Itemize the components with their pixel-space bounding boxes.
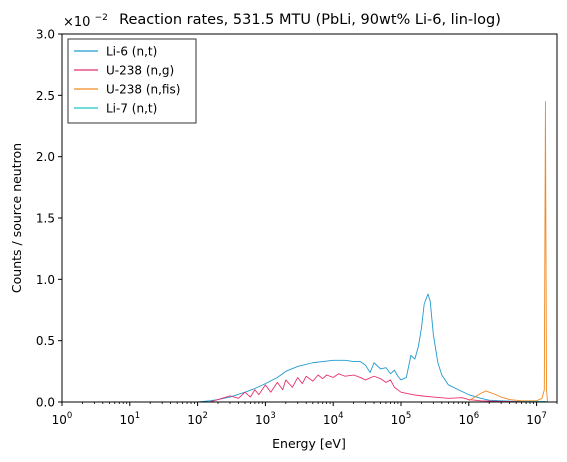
- y-multiplier-exponent: −2: [95, 13, 108, 23]
- x-tick-label-7: 107: [526, 411, 547, 427]
- x-tick-base: 10: [391, 413, 406, 427]
- legend-box: [67, 38, 197, 124]
- y-tick-label-2: 1.0: [36, 273, 55, 287]
- series-line-0: [197, 293, 547, 403]
- series-line-1: [209, 373, 537, 403]
- x-tick-base: 10: [187, 413, 202, 427]
- series-layer: [197, 101, 548, 403]
- y-multiplier-label: ×10 −2: [63, 13, 108, 30]
- x-tick-label-1: 101: [119, 411, 140, 427]
- series-line-2: [468, 101, 548, 403]
- x-tick-base: 10: [526, 413, 541, 427]
- x-tick-exponent: 4: [338, 411, 343, 421]
- x-tick-label-2: 102: [187, 411, 208, 427]
- x-tick-label-0: 100: [52, 411, 73, 427]
- y-tick-label-0: 0.0: [36, 396, 55, 410]
- y-tick-label-5: 2.5: [36, 89, 55, 103]
- x-tick-exponent: 7: [542, 411, 547, 421]
- x-tick-label-3: 103: [255, 411, 276, 427]
- x-tick-base: 10: [52, 413, 67, 427]
- y-tick-label-6: 3.0: [36, 28, 55, 42]
- y-axis: 0.0 0.5 1.0 1.5 2.0 2.5 3.0: [36, 28, 62, 410]
- x-tick-exponent: 1: [135, 411, 140, 421]
- y-tick-label-3: 1.5: [36, 212, 55, 226]
- legend-label-1: U-238 (n,g): [106, 64, 174, 78]
- x-tick-exponent: 2: [203, 411, 208, 421]
- legend-label-3: Li-7 (n,t): [106, 102, 157, 116]
- x-tick-exponent: 5: [406, 411, 411, 421]
- x-tick-base: 10: [458, 413, 473, 427]
- legend-label-0: Li-6 (n,t): [106, 45, 157, 59]
- x-tick-label-5: 105: [391, 411, 412, 427]
- x-tick-label-4: 104: [323, 411, 344, 427]
- y-tick-label-4: 2.0: [36, 150, 55, 164]
- chart-title: Reaction rates, 531.5 MTU (PbLi, 90wt% L…: [119, 12, 501, 28]
- x-tick-base: 10: [323, 413, 338, 427]
- y-axis-label: Counts / source neutron: [9, 143, 24, 293]
- x-tick-label-6: 106: [458, 411, 479, 427]
- x-tick-exponent: 3: [270, 411, 275, 421]
- y-multiplier-base: ×10: [63, 15, 90, 30]
- x-tick-base: 10: [119, 413, 134, 427]
- x-tick-base: 10: [255, 413, 270, 427]
- x-axis: 100 101 102 103 104 105 106 107: [52, 402, 558, 427]
- x-tick-exponent: 6: [474, 411, 479, 421]
- x-tick-exponent: 0: [67, 411, 72, 421]
- y-tick-label-1: 0.5: [36, 334, 55, 348]
- legend-label-2: U-238 (n,fis): [106, 83, 180, 97]
- x-axis-label: Energy [eV]: [272, 436, 346, 451]
- legend: Li-6 (n,t) U-238 (n,g) U-238 (n,fis) Li-7 (…: [67, 38, 197, 124]
